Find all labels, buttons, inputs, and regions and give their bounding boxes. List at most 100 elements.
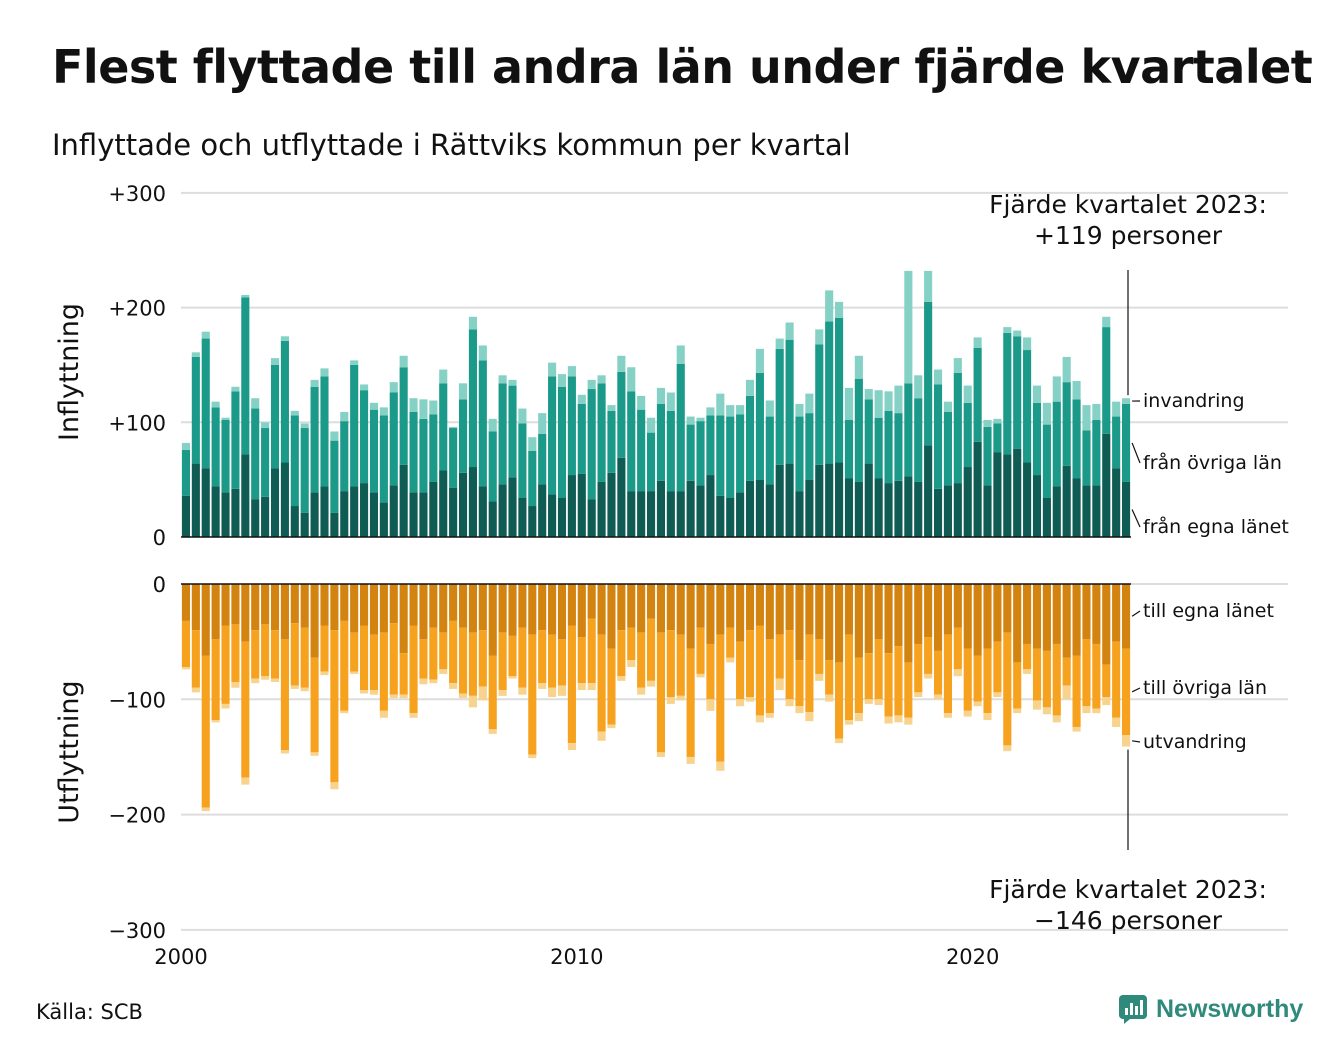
bar-segment [241, 297, 250, 455]
bar-segment [340, 584, 349, 621]
bar-segment [785, 630, 794, 700]
bar-segment [488, 431, 497, 502]
bar-segment [884, 653, 893, 717]
bar-segment [1052, 715, 1061, 723]
bar-segment [943, 411, 952, 486]
bar-segment [1112, 641, 1121, 718]
bar-segment [320, 376, 329, 487]
bar-segment [528, 506, 537, 537]
bar-segment [726, 498, 735, 537]
bar-segment [646, 432, 656, 492]
bar-segment [290, 623, 299, 686]
bar-segment [231, 391, 240, 489]
bar-segment [261, 496, 270, 537]
bar-segment [914, 584, 923, 644]
bar-segment [1042, 402, 1051, 425]
bar-segment [1121, 481, 1131, 537]
bar-segment [825, 321, 834, 464]
bar-segment [221, 420, 230, 493]
bar-segment [993, 452, 1002, 537]
bar-segment [676, 345, 685, 364]
bar-segment [270, 364, 280, 469]
bar-segment [963, 467, 972, 537]
series-label: utvandring [1143, 731, 1247, 753]
bar-segment [409, 492, 418, 537]
bar-segment [844, 584, 854, 635]
bar-segment [894, 413, 903, 481]
bar-segment [548, 634, 557, 688]
bar-segment [795, 584, 804, 661]
bar-segment [1003, 332, 1012, 455]
bar-segment [924, 301, 933, 446]
bar-segment [765, 713, 774, 718]
bar-segment [389, 392, 398, 486]
bar-segment [211, 720, 220, 723]
bar-segment [1092, 584, 1101, 644]
bar-segment [528, 437, 537, 451]
bar-segment [181, 442, 191, 450]
bar-segment [478, 486, 487, 537]
bar-segment [914, 692, 923, 697]
bar-segment [924, 270, 933, 302]
bar-segment [953, 483, 962, 537]
bar-segment [607, 648, 616, 725]
bar-segment [844, 478, 854, 537]
bar-segment [508, 385, 517, 478]
bar-segment [914, 643, 923, 693]
bar-segment [340, 421, 349, 492]
bar-segment [518, 423, 527, 499]
bar-segment [755, 372, 764, 480]
bar-segment [419, 492, 428, 537]
bar-segment [943, 634, 952, 714]
bar-segment [795, 403, 804, 417]
bar-segment [726, 657, 735, 663]
bar-segment [360, 390, 369, 484]
bar-segment [201, 331, 210, 339]
series-label: till egna länet [1143, 600, 1274, 622]
bar-segment [864, 653, 873, 700]
bar-segment [894, 646, 903, 716]
bar-segment [983, 426, 992, 486]
bar-segment [1102, 584, 1111, 665]
bar-segment [607, 405, 616, 411]
bar-segment [785, 463, 794, 537]
bar-segment [468, 467, 477, 537]
bar-segment [577, 637, 586, 684]
bar-segment [389, 382, 398, 393]
bar-segment [696, 627, 705, 674]
bar-segment [825, 290, 834, 322]
bar-segment [270, 468, 280, 537]
bar-segment [458, 584, 468, 628]
bar-segment [745, 584, 755, 631]
bar-segment [241, 294, 250, 298]
bar-segment [983, 584, 992, 649]
bar-segment [666, 584, 675, 631]
bar-segment [775, 338, 784, 349]
bar-segment [1082, 485, 1091, 537]
bar-segment [280, 340, 289, 463]
bar-segment [360, 690, 369, 694]
bar-segment [429, 627, 438, 680]
bar-segment [340, 491, 349, 537]
bar-segment [548, 584, 557, 635]
bar-segment [963, 648, 972, 711]
bar-segment [419, 418, 428, 493]
bar-segment [627, 391, 636, 492]
bar-segment [1072, 478, 1081, 537]
bar-segment [557, 639, 567, 686]
bar-segment [1062, 584, 1071, 658]
bar-segment [429, 414, 438, 482]
bar-segment [953, 584, 962, 628]
bar-segment [785, 322, 794, 340]
bar-segment [518, 498, 527, 537]
bar-segment [290, 584, 299, 624]
bar-segment [1062, 685, 1071, 700]
bar-segment [191, 687, 200, 693]
bar-segment [666, 392, 675, 411]
bar-segment [835, 738, 844, 744]
bar-segment [933, 384, 943, 489]
bar-segment [1023, 669, 1032, 674]
bar-segment [943, 401, 952, 412]
y-tick-label: 0 [153, 526, 166, 550]
bar-segment [706, 407, 715, 416]
